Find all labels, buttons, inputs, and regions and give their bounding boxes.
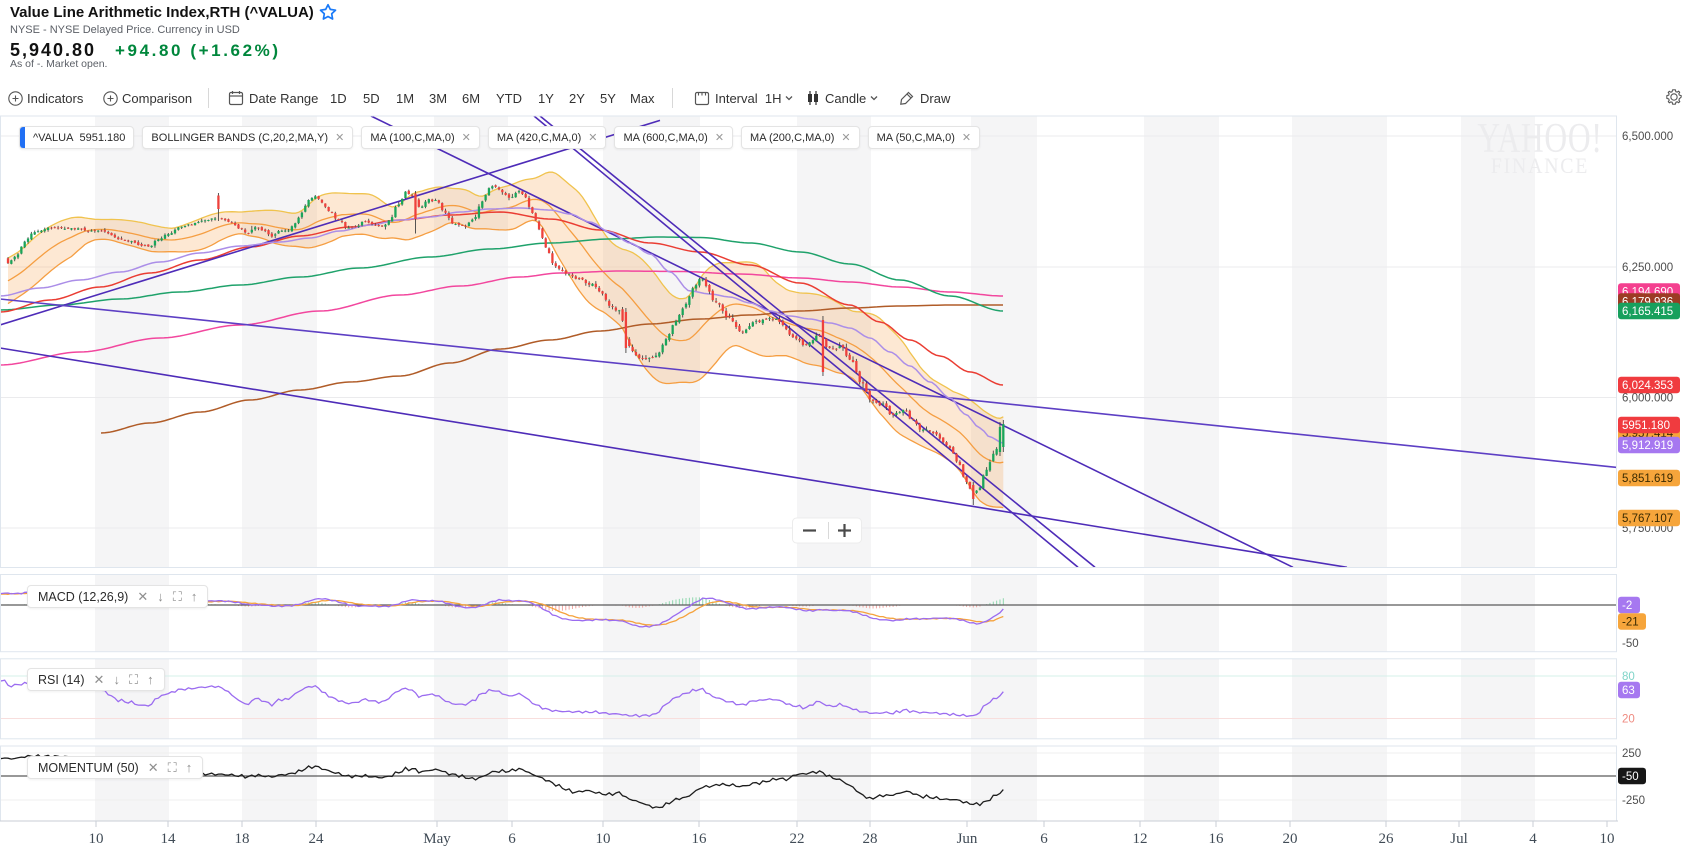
svg-text:14: 14 (161, 831, 177, 847)
svg-text:12: 12 (1133, 831, 1148, 847)
svg-text:80: 80 (1622, 671, 1635, 683)
svg-text:-250: -250 (1622, 795, 1645, 807)
svg-text:YAHOO!: YAHOO! (1477, 116, 1602, 162)
svg-text:6,000.000: 6,000.000 (1622, 393, 1673, 405)
svg-text:28: 28 (863, 831, 878, 847)
svg-text:10: 10 (596, 831, 611, 847)
svg-text:63: 63 (1622, 685, 1635, 697)
svg-text:16: 16 (692, 831, 708, 847)
svg-text:May: May (423, 831, 451, 847)
svg-text:FINANCE: FINANCE (1491, 153, 1589, 178)
svg-text:26: 26 (1379, 831, 1395, 847)
svg-text:6: 6 (1040, 831, 1048, 847)
svg-text:6: 6 (508, 831, 516, 847)
svg-text:-50: -50 (1622, 771, 1639, 783)
svg-text:10: 10 (89, 831, 104, 847)
svg-text:250: 250 (1622, 748, 1641, 760)
svg-text:-2: -2 (1622, 600, 1632, 612)
svg-text:10: 10 (1600, 831, 1615, 847)
svg-text:16: 16 (1209, 831, 1225, 847)
svg-text:6,250.000: 6,250.000 (1622, 262, 1673, 274)
svg-text:20: 20 (1622, 714, 1635, 726)
svg-text:5,767.107: 5,767.107 (1622, 513, 1673, 525)
svg-text:6,024.353: 6,024.353 (1622, 380, 1673, 392)
svg-text:20: 20 (1283, 831, 1298, 847)
svg-text:4: 4 (1529, 831, 1537, 847)
svg-text:5,912.919: 5,912.919 (1622, 440, 1673, 452)
svg-text:5,851.619: 5,851.619 (1622, 473, 1673, 485)
svg-text:24: 24 (309, 831, 325, 847)
svg-text:-21: -21 (1622, 617, 1639, 629)
svg-text:Jul: Jul (1450, 831, 1468, 847)
svg-text:18: 18 (235, 831, 250, 847)
svg-text:6,165.415: 6,165.415 (1622, 306, 1673, 318)
svg-text:22: 22 (790, 831, 805, 847)
svg-text:Jun: Jun (957, 831, 978, 847)
svg-text:-50: -50 (1622, 638, 1639, 650)
svg-text:5951.180: 5951.180 (1622, 420, 1670, 432)
svg-text:6,500.000: 6,500.000 (1622, 131, 1673, 143)
